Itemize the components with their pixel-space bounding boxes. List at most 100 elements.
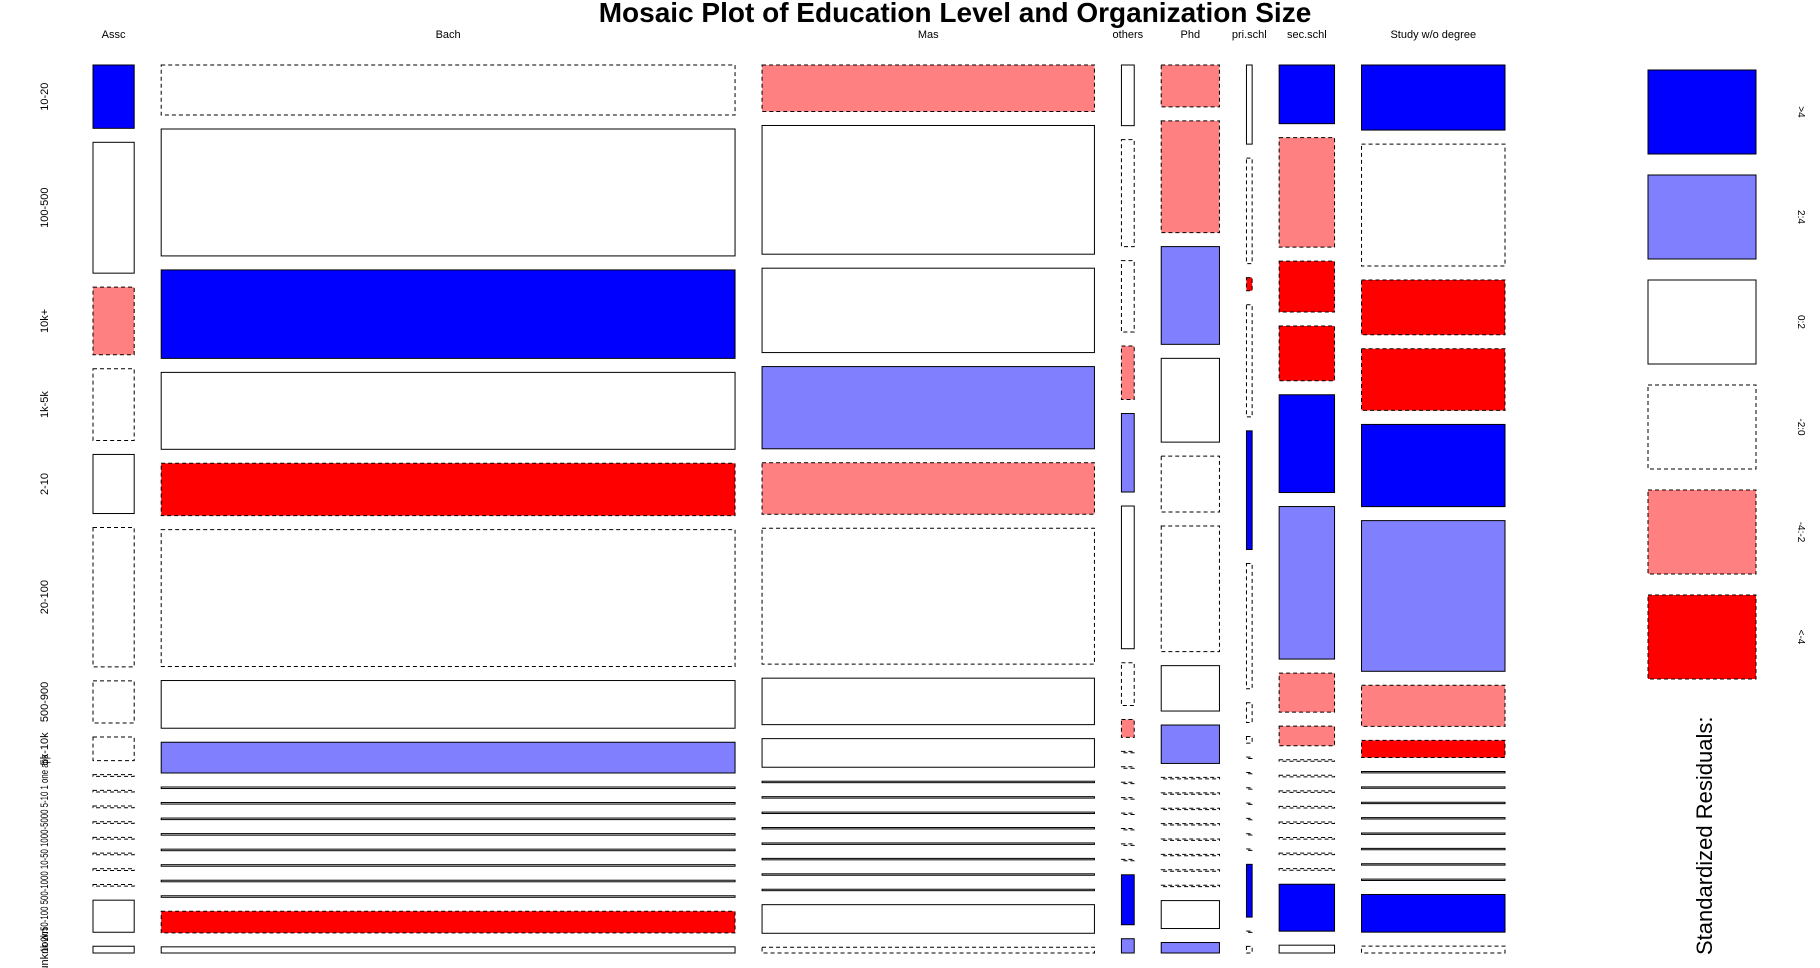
mosaic-tile <box>1160 525 1220 653</box>
row-label: 20-100 <box>39 580 51 614</box>
mosaic-tile <box>1278 725 1336 747</box>
mosaic-tile <box>92 64 135 129</box>
mosaic-tile <box>1160 776 1220 780</box>
mosaic-tile <box>1361 739 1506 759</box>
column-label: Mas <box>918 29 939 41</box>
mosaic-tile <box>92 868 135 871</box>
mosaic-tile <box>1160 823 1220 826</box>
legend-swatch <box>1647 279 1757 365</box>
mosaic-tile <box>761 124 1095 255</box>
mosaic-tile <box>160 946 736 954</box>
mosaic-tile <box>160 864 736 867</box>
mosaic-tile <box>1160 792 1220 795</box>
mosaic-tile <box>761 267 1095 354</box>
mosaic-tile <box>1361 893 1506 933</box>
mosaic-tile <box>92 805 135 809</box>
mosaic-tile <box>1361 423 1506 508</box>
mosaic-tile <box>1160 246 1220 345</box>
mosaic-tile <box>160 680 736 729</box>
mosaic-tile <box>92 141 135 274</box>
mosaic-tile <box>1278 868 1336 871</box>
mosaic-tile <box>92 774 135 777</box>
legend-swatch <box>1647 594 1757 680</box>
mosaic-tile <box>1361 786 1506 789</box>
row-label: 500-900 <box>39 682 51 722</box>
mosaic-tile <box>1245 756 1253 759</box>
mosaic-tile <box>1120 858 1135 862</box>
row-label: 100-500 <box>39 188 51 228</box>
mosaic-tile <box>761 888 1095 892</box>
mosaic-tile <box>761 796 1095 799</box>
mosaic-tile <box>1120 662 1135 707</box>
mosaic-tile <box>1120 750 1135 754</box>
mosaic-tile <box>160 371 736 450</box>
mosaic-tile <box>160 817 736 821</box>
mosaic-tile <box>1160 357 1220 443</box>
mosaic-tile <box>761 366 1095 450</box>
legend-swatch <box>1647 384 1757 470</box>
mosaic-tile <box>1120 345 1135 401</box>
mosaic-tile <box>92 883 135 887</box>
mosaic-tile <box>1120 797 1135 800</box>
row-labels: 10-20 100-500 10k+ 1k-5k 2-10 20-100 500-900 5k… <box>39 83 51 968</box>
column-label: Phd <box>1181 29 1201 41</box>
mosaic-tile <box>1245 863 1253 918</box>
mosaic-tile <box>1278 759 1336 762</box>
mosaic-tile <box>1245 304 1253 418</box>
mosaic-tile <box>160 833 736 836</box>
mosaic-tile <box>1160 900 1220 930</box>
mosaic-tile <box>160 802 736 805</box>
mosaic-tile <box>1245 848 1253 851</box>
mosaic-tile <box>1245 787 1253 790</box>
mosaic-tile <box>1245 930 1253 933</box>
mosaic-tile <box>160 741 736 774</box>
column-label: pri.schl <box>1232 29 1267 41</box>
mosaic-tile <box>1361 279 1506 336</box>
legend: Standardized Residuals: >4 2:4 0:2 -2:0 -4:-… <box>1647 69 1806 955</box>
mosaic-tile <box>1278 394 1336 494</box>
mosaic-tile <box>92 899 135 933</box>
mosaic-tile <box>1278 137 1336 248</box>
mosaic-tile <box>1160 942 1220 954</box>
legend-label: -2:0 <box>1795 418 1806 436</box>
mosaic-tile <box>1361 143 1506 267</box>
mosaic-tile <box>1120 812 1135 816</box>
legend-swatch <box>1647 489 1757 575</box>
mosaic-tile <box>1160 838 1220 841</box>
mosaic-tile <box>1278 944 1336 954</box>
mosaic-tiles <box>92 64 1506 954</box>
mosaic-tile <box>1160 455 1220 513</box>
mosaic-tile <box>1160 869 1220 872</box>
column-label: others <box>1113 29 1144 41</box>
mosaic-tile <box>1245 945 1253 954</box>
legend-label: <-4 <box>1795 630 1806 645</box>
mosaic-tile <box>1120 505 1135 650</box>
mosaic-tile <box>1245 277 1253 292</box>
mosaic-tile <box>92 821 135 824</box>
mosaic-tile <box>1160 64 1220 108</box>
chart-title: Mosaic Plot of Education Level and Organ… <box>599 0 1312 28</box>
legend-swatch <box>1647 174 1757 260</box>
legend-label: 0:2 <box>1795 315 1806 329</box>
mosaic-tile <box>92 286 135 356</box>
mosaic-tile <box>92 736 135 762</box>
mosaic-tile <box>160 269 736 359</box>
mosaic-tile <box>1120 719 1135 738</box>
mosaic-tile <box>1278 506 1336 660</box>
mosaic-tile <box>1278 837 1336 840</box>
mosaic-tile <box>761 857 1095 861</box>
mosaic-tile <box>1361 847 1506 851</box>
mosaic-tile <box>1120 139 1135 248</box>
mosaic-tile <box>761 946 1095 954</box>
mosaic-tile <box>1120 828 1135 831</box>
mosaic-tile <box>1160 853 1220 857</box>
mosaic-tile <box>92 789 135 793</box>
mosaic-tile <box>92 945 135 954</box>
mosaic-tile <box>1361 832 1506 835</box>
mosaic-tile <box>1120 64 1135 127</box>
mosaic-tile <box>1245 157 1253 265</box>
mosaic-tile <box>1361 863 1506 866</box>
mosaic-tile <box>1245 736 1253 744</box>
